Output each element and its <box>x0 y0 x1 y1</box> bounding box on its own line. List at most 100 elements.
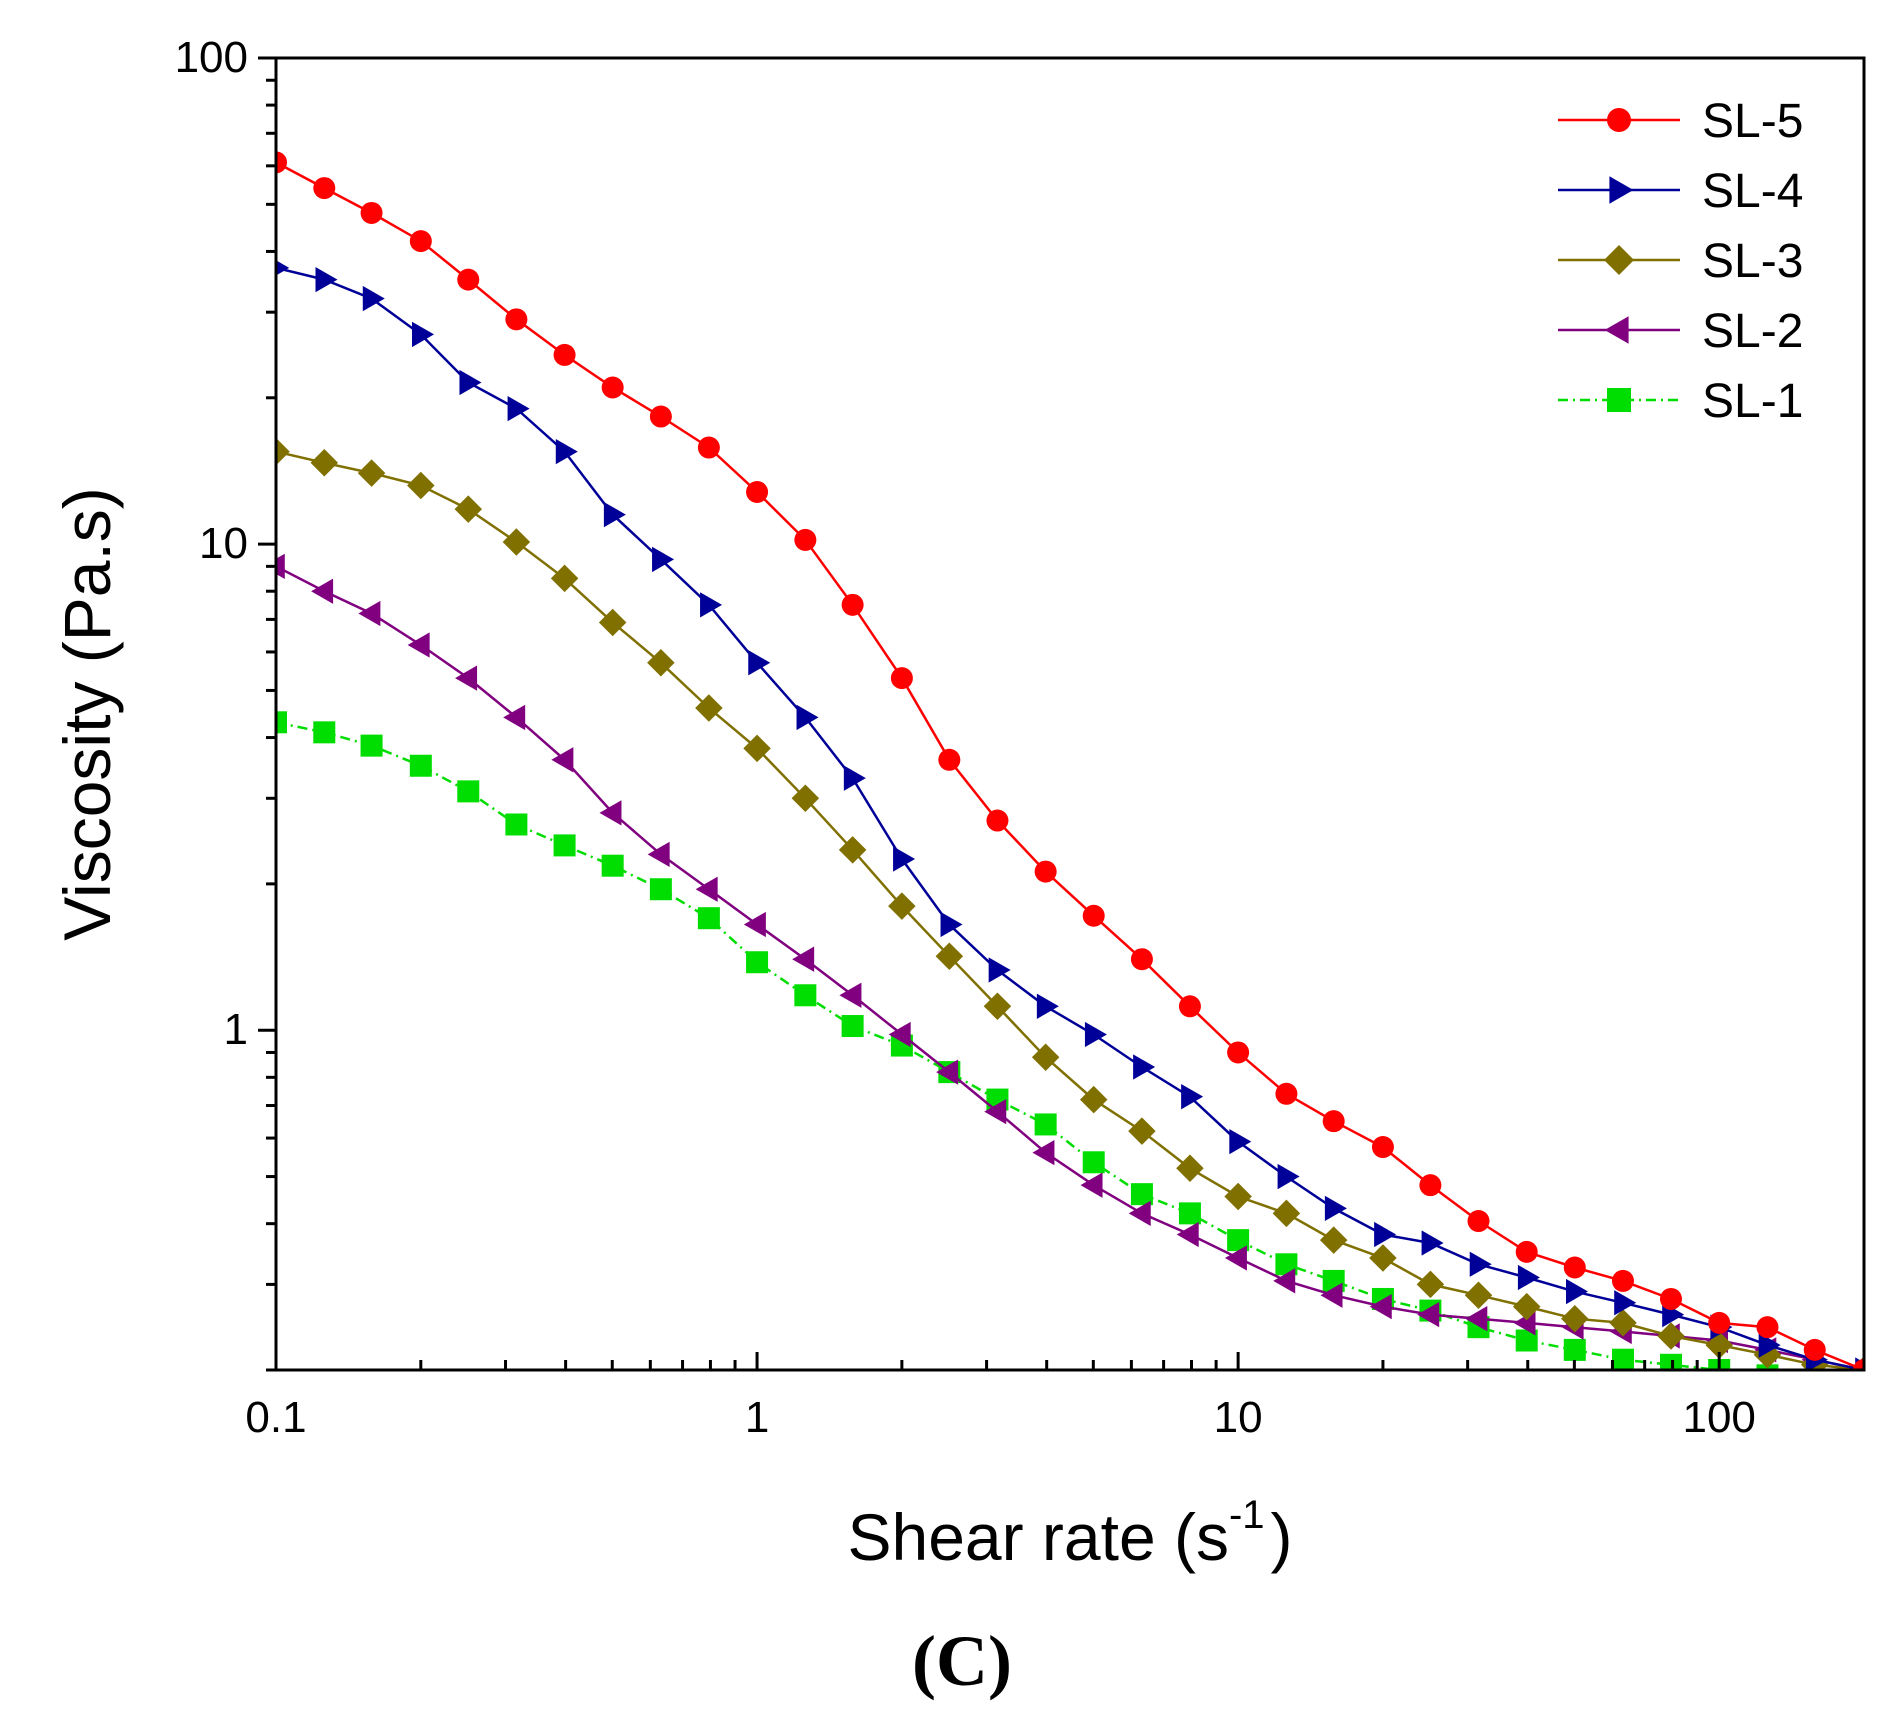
legend: SL-5 SL-4 SL-3 SL-2 SL-1 <box>1558 95 1803 428</box>
data-point-sl-3 <box>1176 1154 1204 1183</box>
data-point-sl-3 <box>550 564 579 593</box>
data-point-sl-5 <box>1419 1174 1442 1197</box>
data-point-sl-4 <box>1517 1264 1540 1291</box>
data-point-sl-4 <box>1277 1163 1300 1190</box>
data-point-sl-3 <box>1079 1085 1108 1114</box>
legend-marker-sl-1 <box>1607 388 1631 412</box>
data-point-sl-2 <box>1176 1221 1199 1248</box>
data-point-sl-3 <box>310 449 339 477</box>
data-point-sl-5 <box>1178 995 1201 1018</box>
data-point-sl-4 <box>843 765 866 791</box>
data-point-sl-5 <box>457 268 480 291</box>
data-point-sl-5 <box>1659 1287 1682 1310</box>
data-point-sl-1 <box>1227 1229 1250 1252</box>
data-point-sl-3 <box>935 942 964 970</box>
x-tick-label: 0.1 <box>245 1393 306 1442</box>
x-axis-title-close: ) <box>1271 1500 1293 1574</box>
data-point-sl-1 <box>601 854 624 877</box>
data-point-sl-4 <box>796 704 819 731</box>
y-tick-label: 1 <box>224 1005 248 1054</box>
data-point-sl-2 <box>888 1021 911 1048</box>
legend-label-sl-1: SL-1 <box>1702 375 1803 428</box>
series-layer <box>276 151 1864 1370</box>
data-point-sl-4 <box>1758 1332 1781 1358</box>
data-point-sl-3 <box>791 784 820 813</box>
data-point-sl-1 <box>1034 1113 1057 1136</box>
data-point-sl-1 <box>841 1015 864 1038</box>
data-point-sl-3 <box>1224 1182 1252 1211</box>
data-point-sl-4 <box>893 846 916 872</box>
data-point-sl-1 <box>794 984 817 1007</box>
data-point-sl-1 <box>276 711 287 734</box>
data-point-sl-5 <box>1467 1210 1490 1233</box>
data-point-sl-5 <box>1130 948 1153 971</box>
data-point-sl-5 <box>1611 1269 1634 1292</box>
data-point-sl-3 <box>276 437 290 466</box>
y-tick-label: 100 <box>175 33 248 82</box>
data-point-sl-5 <box>1275 1082 1298 1105</box>
series-sl-5 <box>276 151 1864 1370</box>
data-point-sl-1 <box>313 721 336 744</box>
data-point-sl-1 <box>1275 1253 1298 1276</box>
data-point-sl-5 <box>794 528 817 551</box>
data-point-sl-4 <box>1084 1021 1107 1048</box>
legend-marker-sl-3 <box>1604 245 1634 275</box>
data-point-sl-2 <box>1224 1245 1247 1271</box>
data-point-sl-5 <box>505 308 528 331</box>
data-point-sl-3 <box>647 649 675 677</box>
legend-item-sl-2: SL-2 <box>1558 305 1803 358</box>
data-point-sl-5 <box>1034 860 1057 883</box>
data-point-sl-1 <box>505 813 528 836</box>
data-point-sl-4 <box>700 592 723 618</box>
data-point-sl-2 <box>792 946 815 972</box>
legend-marker-sl-5 <box>1607 108 1631 132</box>
legend-item-sl-4: SL-4 <box>1558 165 1803 218</box>
data-point-sl-5 <box>890 667 913 690</box>
data-point-sl-2 <box>358 600 381 627</box>
data-point-sl-5 <box>1515 1240 1538 1263</box>
data-point-sl-5 <box>938 748 961 771</box>
x-tick-label: 100 <box>1682 1393 1755 1442</box>
series-line-sl-2 <box>276 565 1864 1370</box>
data-point-sl-3 <box>838 836 867 864</box>
data-point-sl-2 <box>1465 1306 1488 1332</box>
data-point-sl-4 <box>459 369 482 396</box>
legend-label-sl-4: SL-4 <box>1702 165 1803 218</box>
data-point-sl-2 <box>276 553 285 580</box>
data-point-sl-4 <box>1181 1084 1204 1110</box>
data-point-sl-1 <box>1611 1348 1634 1370</box>
data-point-sl-4 <box>988 957 1011 983</box>
data-point-sl-3 <box>1319 1226 1348 1254</box>
data-point-sl-2 <box>839 982 862 1008</box>
data-point-sl-3 <box>1512 1292 1541 1321</box>
legend-item-sl-1: SL-1 <box>1558 375 1803 428</box>
data-point-sl-5 <box>1227 1041 1250 1064</box>
data-point-sl-5 <box>697 436 720 459</box>
data-point-sl-1 <box>1130 1183 1153 1206</box>
data-point-sl-1 <box>360 734 383 757</box>
data-point-sl-4 <box>555 438 578 465</box>
data-point-sl-2 <box>503 704 526 731</box>
data-point-sl-4 <box>507 395 530 422</box>
legend-label-sl-2: SL-2 <box>1702 305 1803 358</box>
legend-marker-sl-2 <box>1604 316 1629 344</box>
data-point-sl-3 <box>598 608 627 637</box>
data-point-sl-2 <box>1369 1293 1392 1320</box>
data-point-sl-3 <box>454 495 483 523</box>
data-point-sl-5 <box>360 201 383 224</box>
data-point-sl-4 <box>1133 1054 1156 1080</box>
data-point-sl-4 <box>652 546 675 573</box>
data-point-sl-5 <box>1708 1311 1731 1334</box>
data-point-sl-5 <box>746 480 769 503</box>
x-tick-label: 1 <box>745 1393 769 1442</box>
data-point-sl-4 <box>603 501 626 528</box>
data-point-sl-2 <box>1032 1139 1055 1166</box>
data-point-sl-3 <box>1416 1270 1445 1299</box>
y-tick-label: 10 <box>199 519 248 568</box>
x-axis-title-text: Shear rate (s <box>847 1500 1229 1574</box>
series-sl-4 <box>276 260 1864 1370</box>
data-point-sl-2 <box>599 800 622 826</box>
data-point-sl-2 <box>743 911 766 938</box>
data-point-sl-5 <box>1803 1338 1826 1361</box>
